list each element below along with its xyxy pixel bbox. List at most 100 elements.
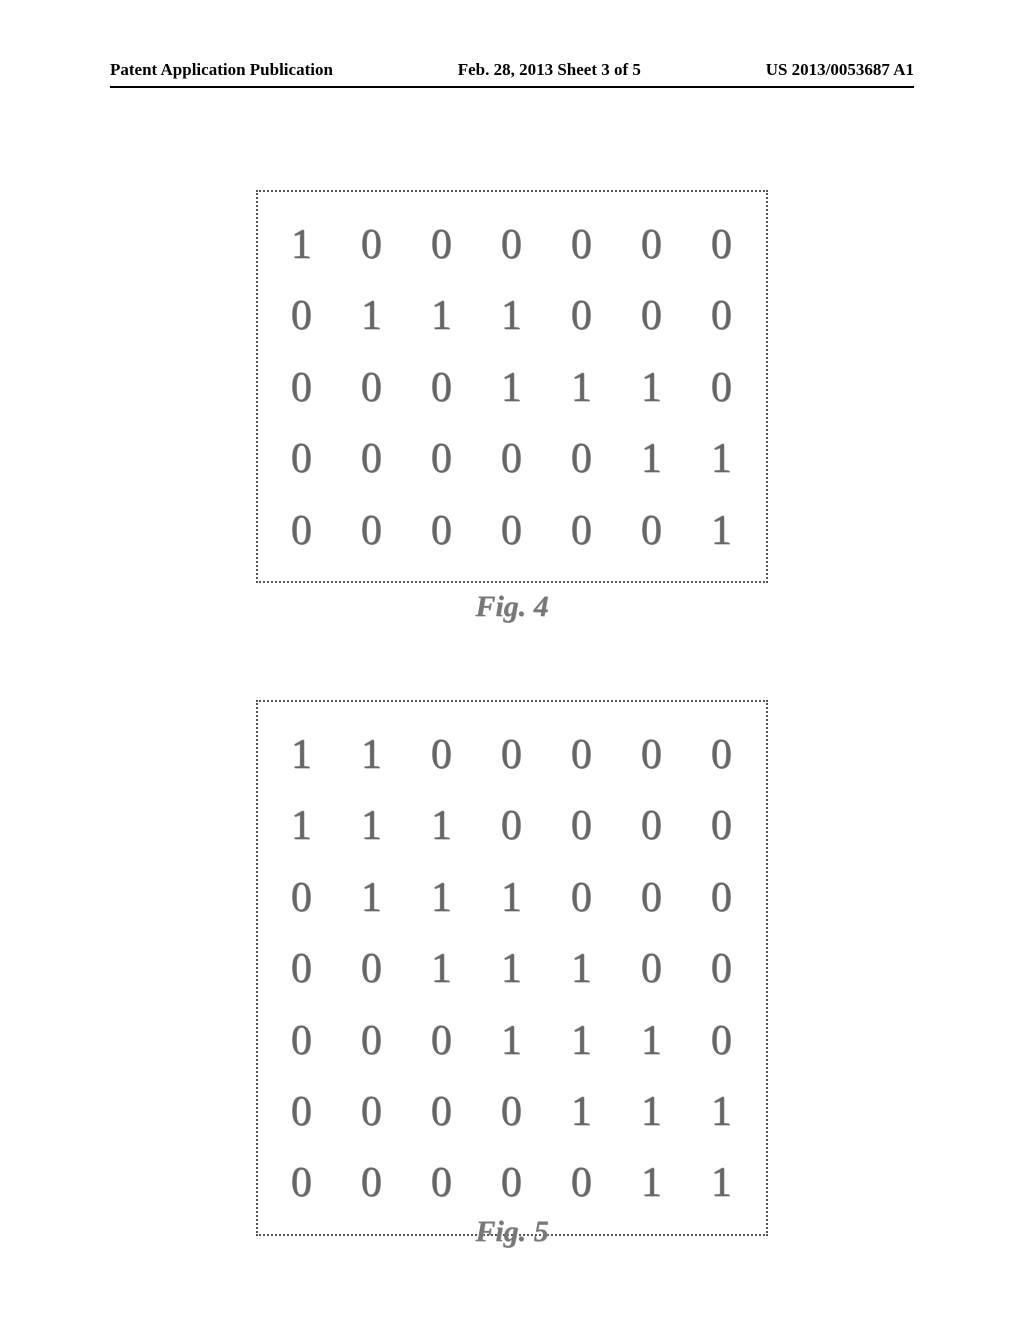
matrix-fig5: 1100000111000001110000011100000111000001… — [256, 700, 768, 1236]
matrix-cell: 1 — [568, 934, 596, 1005]
matrix-cell: 1 — [498, 353, 526, 424]
matrix-cell: 1 — [708, 1148, 736, 1219]
matrix-row: 0000111 — [288, 1077, 736, 1148]
matrix-cell: 1 — [288, 720, 316, 791]
matrix-cell: 1 — [498, 863, 526, 934]
caption-fig4: Fig. 4 — [475, 590, 548, 624]
matrix-cell: 0 — [428, 1077, 456, 1148]
matrix-cell: 0 — [428, 353, 456, 424]
matrix-cell: 1 — [568, 353, 596, 424]
matrix-cell: 0 — [568, 424, 596, 495]
matrix-cell: 0 — [708, 720, 736, 791]
matrix-cell: 0 — [638, 720, 666, 791]
matrix-cell: 0 — [288, 496, 316, 567]
matrix-cell: 0 — [638, 496, 666, 567]
matrix-row: 0000001 — [288, 496, 736, 567]
matrix-cell: 0 — [708, 863, 736, 934]
matrix-cell: 1 — [358, 863, 386, 934]
matrix-cell: 1 — [638, 424, 666, 495]
matrix-cell: 0 — [568, 496, 596, 567]
matrix-cell: 1 — [428, 791, 456, 862]
header-rule — [110, 86, 914, 88]
matrix-cell: 0 — [708, 934, 736, 1005]
matrix-cell: 1 — [708, 1077, 736, 1148]
matrix-cell: 0 — [358, 1148, 386, 1219]
matrix-cell: 1 — [708, 496, 736, 567]
matrix-cell: 0 — [358, 353, 386, 424]
matrix-cell: 1 — [428, 863, 456, 934]
header-right: US 2013/0053687 A1 — [766, 60, 914, 80]
matrix-cell: 0 — [358, 424, 386, 495]
matrix-cell: 0 — [288, 1006, 316, 1077]
matrix-cell: 0 — [358, 496, 386, 567]
matrix-row: 1000000 — [288, 210, 736, 281]
matrix-cell: 1 — [428, 934, 456, 1005]
matrix-cell: 0 — [498, 1148, 526, 1219]
matrix-cell: 1 — [288, 210, 316, 281]
matrix-cell: 1 — [498, 1006, 526, 1077]
matrix-cell: 1 — [568, 1006, 596, 1077]
matrix-cell: 0 — [288, 1077, 316, 1148]
matrix-row: 0111000 — [288, 281, 736, 352]
matrix-cell: 0 — [708, 210, 736, 281]
matrix-cell: 0 — [638, 791, 666, 862]
matrix-cell: 0 — [638, 934, 666, 1005]
matrix-cell: 0 — [288, 1148, 316, 1219]
matrix-row: 1100000 — [288, 720, 736, 791]
matrix-row: 0011100 — [288, 934, 736, 1005]
caption-fig5: Fig. 5 — [475, 1215, 548, 1249]
matrix-cell: 0 — [638, 863, 666, 934]
matrix-cell: 0 — [358, 1006, 386, 1077]
matrix-cell: 0 — [498, 424, 526, 495]
matrix-cell: 1 — [638, 1077, 666, 1148]
matrix-cell: 0 — [428, 1148, 456, 1219]
matrix-cell: 0 — [568, 210, 596, 281]
matrix-cell: 1 — [428, 281, 456, 352]
page-header: Patent Application Publication Feb. 28, … — [0, 60, 1024, 80]
matrix-cell: 0 — [358, 1077, 386, 1148]
matrix-cell: 0 — [288, 353, 316, 424]
matrix-cell: 0 — [288, 424, 316, 495]
matrix-cell: 1 — [638, 1148, 666, 1219]
matrix-row: 0001110 — [288, 1006, 736, 1077]
matrix-cell: 0 — [568, 720, 596, 791]
matrix-cell: 0 — [708, 281, 736, 352]
matrix-cell: 0 — [358, 210, 386, 281]
matrix-row: 0000011 — [288, 424, 736, 495]
header-left: Patent Application Publication — [110, 60, 333, 80]
matrix-cell: 0 — [288, 863, 316, 934]
matrix-cell: 0 — [428, 1006, 456, 1077]
matrix-row: 0000011 — [288, 1148, 736, 1219]
matrix-cell: 1 — [638, 1006, 666, 1077]
matrix-cell: 0 — [568, 281, 596, 352]
matrix-cell: 1 — [288, 791, 316, 862]
matrix-cell: 0 — [638, 210, 666, 281]
matrix-cell: 0 — [708, 353, 736, 424]
matrix-cell: 1 — [568, 1077, 596, 1148]
matrix-cell: 1 — [638, 353, 666, 424]
matrix-cell: 0 — [498, 791, 526, 862]
matrix-cell: 0 — [498, 210, 526, 281]
matrix-cell: 0 — [708, 1006, 736, 1077]
matrix-cell: 0 — [428, 210, 456, 281]
matrix-cell: 1 — [498, 934, 526, 1005]
matrix-cell: 0 — [708, 791, 736, 862]
matrix-cell: 1 — [498, 281, 526, 352]
matrix-cell: 0 — [498, 720, 526, 791]
matrix-cell: 0 — [498, 1077, 526, 1148]
matrix-cell: 1 — [358, 791, 386, 862]
matrix-cell: 0 — [288, 281, 316, 352]
matrix-cell: 0 — [428, 720, 456, 791]
matrix-cell: 0 — [568, 1148, 596, 1219]
matrix-cell: 1 — [358, 720, 386, 791]
matrix-row: 0111000 — [288, 863, 736, 934]
matrix-fig4: 10000000111000000111000000110000001 — [256, 190, 768, 583]
matrix-cell: 0 — [498, 496, 526, 567]
matrix-cell: 0 — [428, 496, 456, 567]
matrix-cell: 0 — [428, 424, 456, 495]
matrix-cell: 0 — [568, 791, 596, 862]
matrix-cell: 0 — [288, 934, 316, 1005]
matrix-cell: 0 — [568, 863, 596, 934]
header-center: Feb. 28, 2013 Sheet 3 of 5 — [458, 60, 641, 80]
matrix-row: 0001110 — [288, 353, 736, 424]
